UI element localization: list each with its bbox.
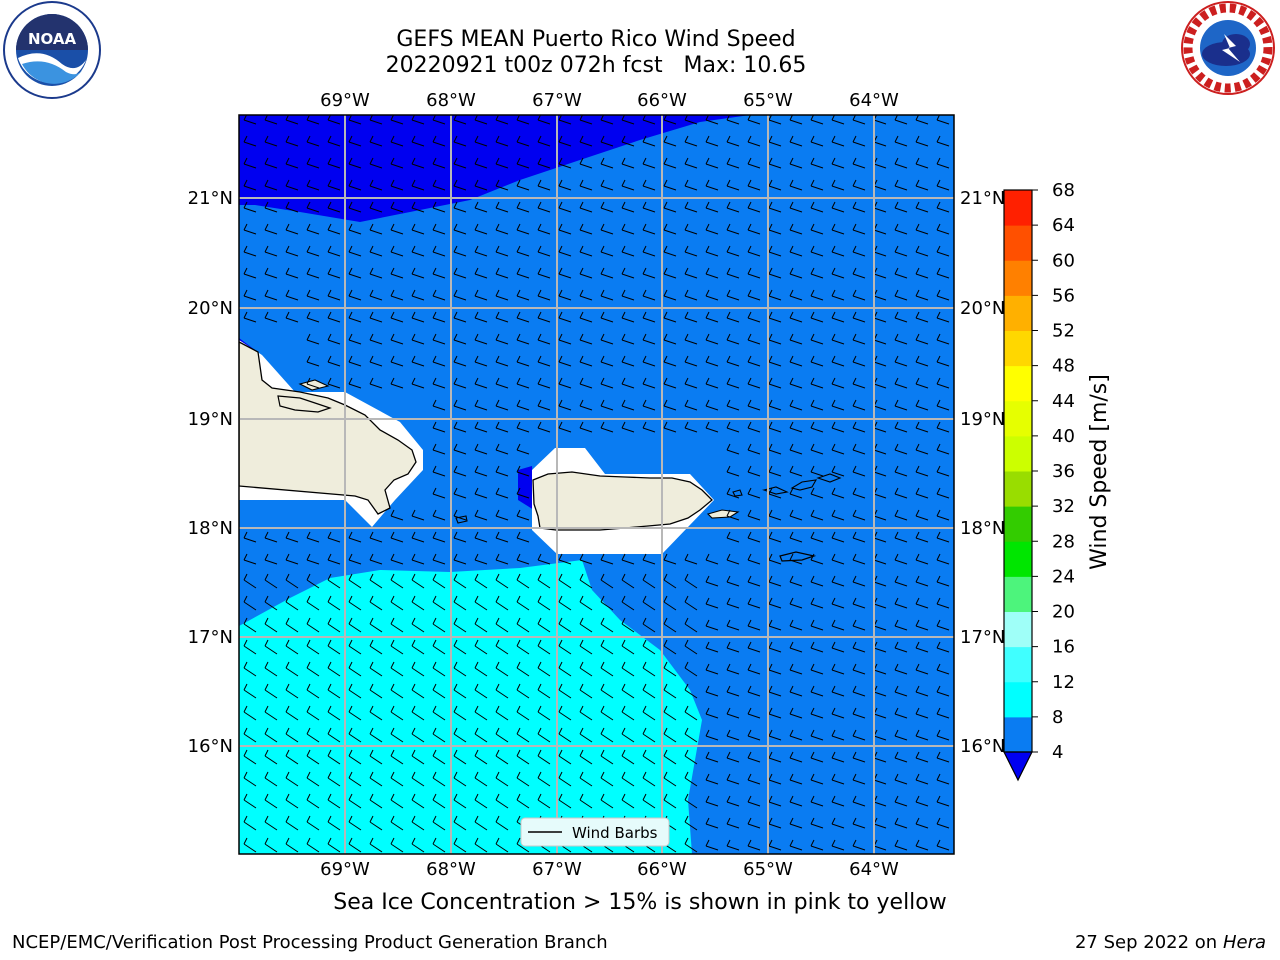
colorbar-tick-label: 4 <box>1052 742 1063 763</box>
footer-date-text: 27 Sep 2022 on <box>1074 932 1218 953</box>
lon-label: 67°W <box>532 90 582 111</box>
lat-labels-left: 21°N 20°N 19°N 18°N 17°N 16°N <box>188 188 233 757</box>
low-wind-patch-pr <box>518 466 534 510</box>
svg-text:NOAA: NOAA <box>28 30 77 48</box>
colorbar-tick-label: 40 <box>1052 426 1075 447</box>
lon-label: 68°W <box>426 90 476 111</box>
high-wind-region <box>239 560 702 854</box>
lon-label: 66°W <box>637 90 687 111</box>
colorbar-segment <box>1004 506 1032 542</box>
colorbar-segment <box>1004 190 1032 226</box>
lon-label: 69°W <box>320 859 370 880</box>
map-frame <box>238 114 955 855</box>
vieques-island <box>706 509 740 519</box>
noaa-logo: NOAA <box>3 1 101 99</box>
colorbar-segment <box>1004 400 1032 437</box>
lon-labels-bottom: 69°W 68°W 67°W 66°W 65°W 64°W <box>320 859 899 880</box>
colorbar-segment <box>1004 365 1032 402</box>
colorbar-label: Wind Speed [m/s] <box>1087 374 1112 570</box>
colorbar-segment <box>1004 471 1032 507</box>
footer-date: 27 Sep 2022 on Hera <box>1075 932 1266 953</box>
lon-label: 65°W <box>743 859 793 880</box>
lat-label: 20°N <box>188 298 233 319</box>
colorbar-segment <box>1004 611 1032 648</box>
lat-label: 18°N <box>188 518 233 539</box>
virgin-islands <box>732 473 842 497</box>
colorbar-tick-label: 20 <box>1052 602 1075 623</box>
lon-label: 64°W <box>849 90 899 111</box>
lat-label: 21°N <box>960 188 1005 209</box>
sea-ice-caption: Sea Ice Concentration > 15% is shown in … <box>333 890 947 915</box>
colorbar-tick-label: 32 <box>1052 496 1075 517</box>
lon-labels-top: 69°W 68°W 67°W 66°W 65°W 64°W <box>320 90 899 111</box>
lat-label: 19°N <box>188 409 233 430</box>
lat-label: 17°N <box>960 627 1005 648</box>
colorbar-tick-label: 44 <box>1052 391 1075 412</box>
colorbar-segment <box>1004 541 1032 577</box>
colorbar-tick-label: 24 <box>1052 566 1075 587</box>
colorbar-segment <box>1004 435 1032 472</box>
colorbar-segment <box>1004 330 1032 367</box>
lon-label: 67°W <box>532 859 582 880</box>
colorbar-segment <box>1004 646 1032 683</box>
lat-labels-right: 21°N 20°N 19°N 18°N 17°N 16°N <box>960 188 1005 757</box>
lat-label: 16°N <box>960 736 1005 757</box>
hispaniola-north-coast <box>277 395 332 413</box>
lon-label: 68°W <box>426 859 476 880</box>
colorbar-segment <box>1004 681 1032 718</box>
colorbar-segment <box>1004 716 1032 753</box>
colorbar-tick-label: 28 <box>1052 531 1075 552</box>
map-area <box>239 115 954 854</box>
colorbar-tick-label: 64 <box>1052 215 1075 236</box>
colorbar-tick-label: 36 <box>1052 461 1075 482</box>
lon-label: 69°W <box>320 90 370 111</box>
lon-label: 66°W <box>637 859 687 880</box>
lat-label: 16°N <box>188 736 233 757</box>
colorbar-segment <box>1004 225 1032 261</box>
legend-label: Wind Barbs <box>572 824 658 842</box>
chart-subtitle: 20220921 t00z 072h fcst Max: 10.65 <box>385 53 807 78</box>
colorbar-segment <box>1004 295 1032 331</box>
lon-label: 65°W <box>743 90 793 111</box>
colorbar-segment <box>1004 260 1032 296</box>
wind-barb-field <box>243 115 950 853</box>
lat-label: 17°N <box>188 627 233 648</box>
lat-label: 20°N <box>960 298 1005 319</box>
lon-label: 64°W <box>849 859 899 880</box>
st-croix-island <box>779 551 817 562</box>
chart-title: GEFS MEAN Puerto Rico Wind Speed <box>396 27 796 52</box>
nws-logo <box>1181 1 1275 95</box>
gridlines <box>239 115 954 854</box>
colorbar-tick-label: 48 <box>1052 356 1075 377</box>
colorbar-tick-label: 60 <box>1052 250 1075 271</box>
footer-host: Hera <box>1222 932 1266 953</box>
wind-barbs <box>243 115 950 853</box>
legend-box: Wind Barbs <box>520 817 670 847</box>
colorbar-tick-label: 56 <box>1052 285 1075 306</box>
lat-label: 21°N <box>188 188 233 209</box>
colorbar-tick-label: 68 <box>1052 180 1075 201</box>
colorbar-segment <box>1004 576 1032 612</box>
footer-branch: NCEP/EMC/Verification Post Processing Pr… <box>12 932 608 953</box>
lat-label: 19°N <box>960 409 1005 430</box>
colorbar-extend-arrow <box>1003 751 1033 782</box>
hispaniola-islet <box>298 379 330 391</box>
colorbar-tick-label: 8 <box>1052 707 1063 728</box>
hispaniola-land <box>239 341 417 515</box>
colorbar-tick-label: 12 <box>1052 672 1075 693</box>
lat-label: 18°N <box>960 518 1005 539</box>
mona-island <box>455 515 468 524</box>
colorbar-tick-label: 52 <box>1052 321 1075 342</box>
colorbar-tick-label: 16 <box>1052 637 1075 658</box>
